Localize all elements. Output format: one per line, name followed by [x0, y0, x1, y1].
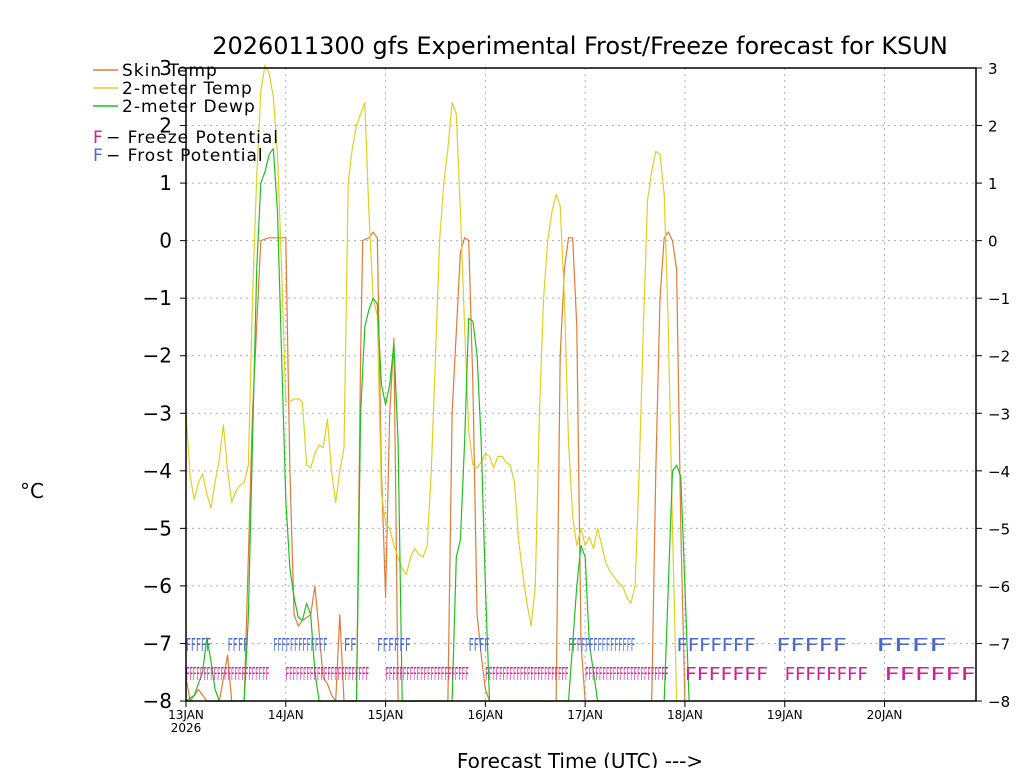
x-axis-label: Forecast Time (UTC) ---> — [457, 749, 703, 768]
y-tick-label-right: −1 — [988, 290, 1010, 308]
series-line-skin-temp — [185, 231, 686, 702]
x-tick-label: 17JAN — [567, 708, 603, 722]
x-tick-label: 14JAN — [268, 708, 304, 722]
y-tick-label-left: −7 — [143, 631, 172, 655]
y-axis-label: °C — [20, 479, 44, 503]
legend-entry: − Frost Potential — [106, 146, 264, 166]
frost-marker: FFFF — [876, 635, 947, 656]
frost-marker: FFFF — [469, 635, 490, 656]
y-tick-label-left: 2 — [159, 114, 172, 138]
x-tick-sublabel: 2026 — [171, 721, 202, 735]
axis-layer: 3 3 2 2 1 1 0 0 −1 −1 −2 −2 −3 −3 −4 −4 −5 −5 −6 −6 −7 −7 −8 −8… — [143, 56, 1011, 735]
series-line-2-meter-dewp — [185, 148, 690, 702]
y-tick-label-left: −3 — [143, 401, 172, 425]
frost-marker: FFFF — [228, 635, 249, 656]
series-layer — [185, 64, 690, 702]
freeze-marker: FFFFFFFFFFFFFFFFFFFFFFFF — [585, 664, 668, 685]
y-tick-label-left: 0 — [159, 229, 172, 253]
x-tick-label: 19JAN — [767, 708, 803, 722]
freeze-marker: FFFFFFFFFFFFFFFFFFFFFFFF — [485, 664, 568, 685]
frost-marker: FFFFFFF — [677, 635, 756, 656]
freeze-marker: FFFFFFFFFFFFFFFFFFFFFFFF — [386, 664, 469, 685]
y-tick-label-right: 2 — [988, 118, 998, 136]
x-tick-label: 20JAN — [867, 708, 903, 722]
marker-layer: FFFFF FFFF FFFFFFFFFFFFF FF FFFFFF FFFF FFFFFF… — [186, 635, 976, 685]
y-tick-label-right: −4 — [988, 463, 1010, 481]
legend-letter: F — [93, 146, 103, 166]
frost-marker: FFFFFF — [377, 635, 410, 656]
freeze-marker: FFFFFF — [885, 664, 976, 685]
freeze-marker: FFFFFFF — [685, 664, 768, 685]
y-tick-label-left: −5 — [143, 516, 172, 540]
y-tick-label-right: −5 — [988, 520, 1010, 538]
y-tick-label-left: −4 — [143, 459, 172, 483]
y-tick-label-right: 3 — [988, 60, 998, 78]
legend-entry: − Freeze Potential — [106, 128, 279, 148]
freeze-marker: FFFFFFFF — [785, 664, 868, 685]
y-tick-label-left: −6 — [143, 574, 172, 598]
x-tick-label: 13JAN — [168, 708, 204, 722]
x-tick-label: 16JAN — [467, 708, 503, 722]
freeze-marker: FFFFFFFFFFFFFFFFFFFFFFFF — [286, 664, 369, 685]
y-tick-label-right: −8 — [988, 693, 1010, 711]
legend-entry: 2-meter Dewp — [122, 97, 256, 117]
y-tick-label-left: 1 — [159, 171, 172, 195]
y-tick-label-right: −3 — [988, 405, 1010, 423]
legend-entry: 2-meter Temp — [122, 79, 253, 99]
frost-marker: FFFFF — [186, 635, 211, 656]
legend-letter: F — [93, 128, 103, 148]
y-tick-label-right: −7 — [988, 635, 1010, 653]
frost-marker: FFFFFFFFFFFFFFFF — [569, 635, 636, 656]
y-tick-label-right: −6 — [988, 578, 1010, 596]
y-tick-label-left: 3 — [159, 56, 172, 80]
series-line-2-meter-temp — [185, 64, 678, 702]
y-tick-label-left: −2 — [143, 344, 172, 368]
x-tick-label: 15JAN — [368, 708, 404, 722]
y-tick-label-left: −1 — [143, 286, 172, 310]
frost-marker: FFFFFFFFFFFFF — [273, 635, 327, 656]
legend-entry: Skin Temp — [122, 61, 218, 81]
freeze-marker: FFFFFFFFFFFFFFFFFFFFFFFF — [186, 664, 269, 685]
y-tick-label-right: 0 — [988, 233, 998, 251]
x-tick-label: 18JAN — [667, 708, 703, 722]
y-tick-label-left: −8 — [143, 689, 172, 713]
chart-title: 2026011300 gfs Experimental Frost/Freeze… — [212, 32, 948, 60]
frost-marker: FFFFF — [776, 635, 847, 656]
frost-marker: FF — [344, 635, 356, 656]
y-tick-label-right: −2 — [988, 348, 1010, 366]
y-tick-label-right: 1 — [988, 175, 998, 193]
plot-frame — [185, 67, 977, 702]
